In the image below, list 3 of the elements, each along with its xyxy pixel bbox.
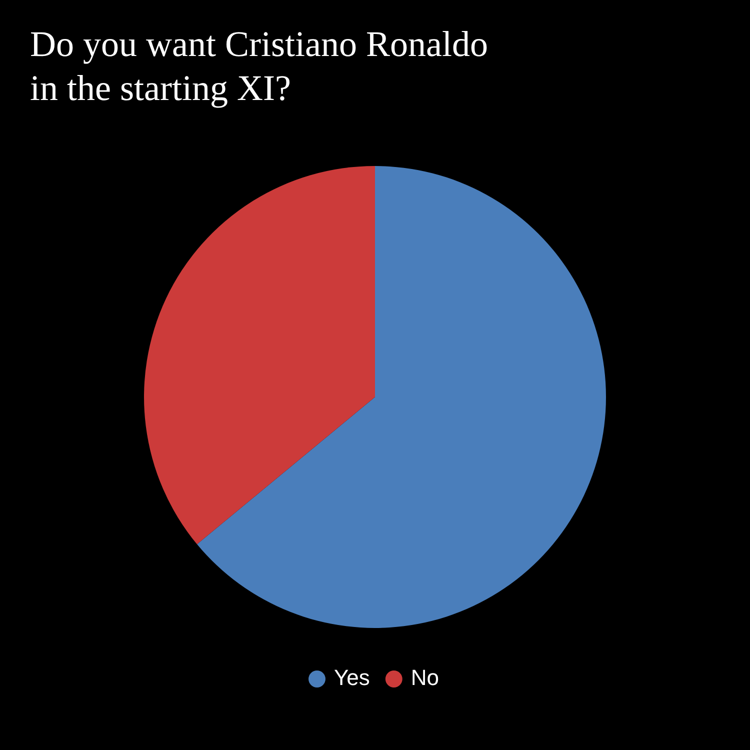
- legend-label: Yes: [334, 665, 370, 690]
- chart-title: Do you want Cristiano Ronaldo in the starting XI?: [30, 23, 489, 110]
- legend-label: No: [410, 665, 440, 690]
